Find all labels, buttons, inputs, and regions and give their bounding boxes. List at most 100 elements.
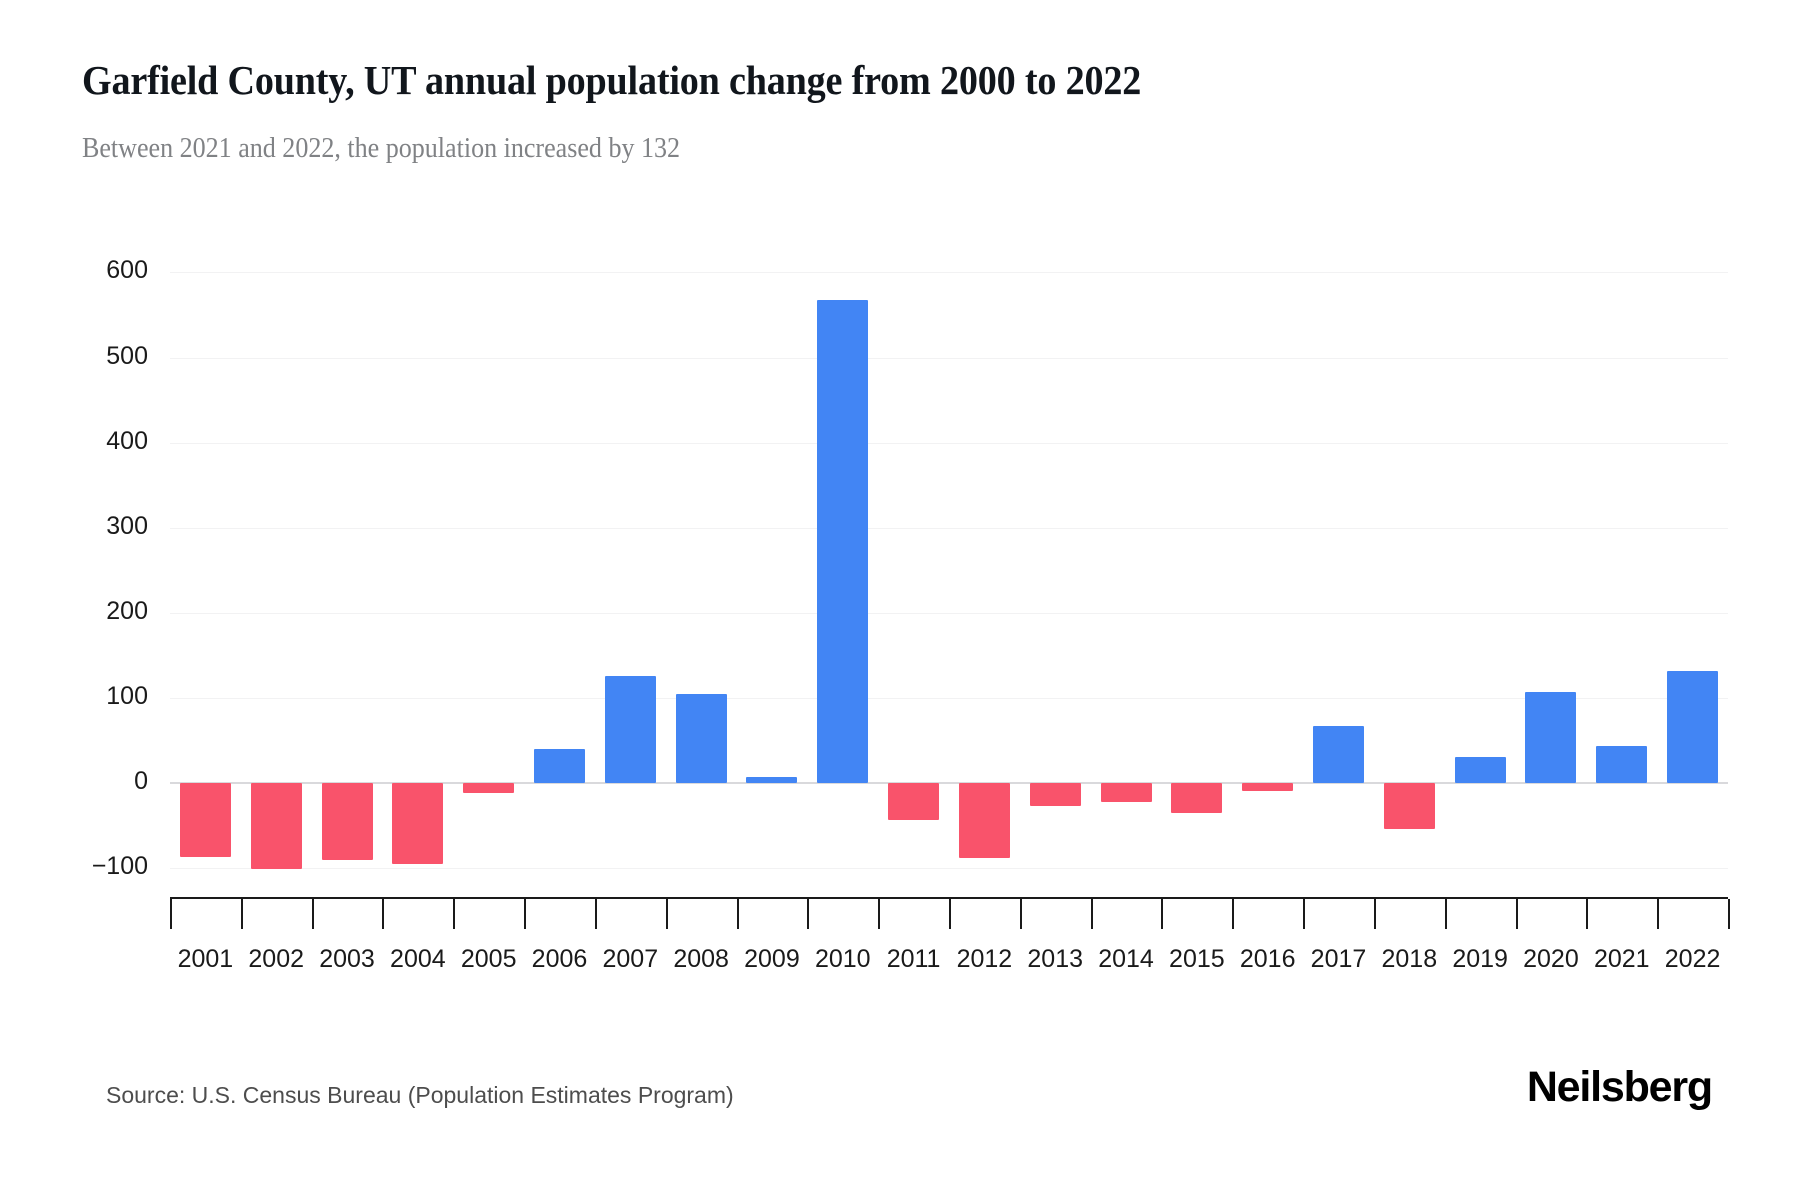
x-axis-tick-label-2022: 2022 [1664,945,1721,973]
bar-slot [737,0,808,1200]
x-axis-tick-label-2005: 2005 [460,945,517,973]
y-axis-tick-label: 500 [106,341,148,370]
bar-2022[interactable] [1667,670,1719,783]
bar-slot [453,0,524,1200]
x-axis-tick-mark [736,899,739,929]
bar-slot [878,0,949,1200]
x-axis-tick-mark [1090,899,1093,929]
bar-2007[interactable] [604,675,656,783]
gridline [170,612,1728,614]
bar-2008[interactable] [675,694,727,783]
x-axis-tick-mark [949,899,951,929]
bar-2013[interactable] [1029,783,1081,806]
x-axis-tick-label-2001: 2001 [177,945,234,973]
bar-2017[interactable] [1312,725,1364,783]
bars-group [170,0,1728,1200]
bar-slot [382,0,453,1200]
bar-slot [1516,0,1587,1200]
x-axis-tick-label-2011: 2011 [886,945,941,973]
x-axis-tick-label-2021: 2021 [1593,945,1650,973]
y-axis-tick-label: 200 [106,596,148,625]
gridline [170,868,1728,870]
y-axis-tick-label: 0 [134,767,148,795]
bar-slot [241,0,312,1200]
bar-2015[interactable] [1171,783,1223,813]
x-axis-tick-label-2010: 2010 [814,945,871,973]
x-axis-tick-label-2014: 2014 [1098,945,1154,973]
x-axis-tick-mark [240,899,243,929]
bar-slot [595,0,666,1200]
x-axis-tick-mark [311,899,314,929]
bar-2002[interactable] [250,783,302,869]
x-axis-tick-label-2012: 2012 [956,945,1013,973]
y-axis-tick-label: 400 [106,426,148,455]
x-axis-tick-mark [453,899,456,929]
x-axis-tick-mark [1657,899,1660,929]
bar-2011[interactable] [888,783,940,821]
bar-slot [1232,0,1303,1200]
gridline [170,357,1728,359]
x-axis-tick-label-2016: 2016 [1239,945,1296,973]
bar-slot [1657,0,1728,1200]
bar-2005[interactable] [463,783,515,794]
bar-2019[interactable] [1454,757,1506,783]
x-axis-tick-label-2015: 2015 [1169,945,1225,973]
x-axis-tick-mark [382,899,385,929]
x-axis-tick-mark [1586,899,1589,929]
x-axis-tick-mark [878,899,881,929]
x-axis-tick-mark [170,899,172,929]
x-axis-tick-label-2007: 2007 [602,945,659,973]
y-axis-tick-label: 100 [106,681,148,710]
bar-2004[interactable] [392,783,444,864]
x-axis-tick-mark [1019,899,1022,929]
page-title: Garfield County, UT annual population ch… [82,57,1142,103]
bar-2018[interactable] [1383,783,1435,829]
x-axis-tick-label-2004: 2004 [390,945,446,973]
x-axis-tick-mark [665,899,668,929]
x-axis-tick-label-2003: 2003 [319,945,375,973]
x-axis-tick-mark [524,899,527,929]
x-axis-tick-mark [1232,899,1235,929]
bar-2021[interactable] [1596,746,1648,783]
bar-2006[interactable] [533,748,585,783]
x-axis-tick-mark [1444,899,1447,929]
chart-subtitle: Between 2021 and 2022, the population in… [82,133,681,164]
x-axis-tick-label-2018: 2018 [1381,945,1438,973]
y-axis-tick-label: −100 [91,852,148,881]
x-axis-line [170,897,1728,899]
bar-2014[interactable] [1100,783,1152,802]
bar-slot [1445,0,1516,1200]
x-axis-tick-mark [1373,899,1376,929]
gridline [170,527,1728,529]
gridline [170,442,1728,444]
bar-2009[interactable] [746,777,798,783]
bar-slot [1586,0,1657,1200]
bar-2003[interactable] [321,783,373,860]
x-axis-tick-label-2013: 2013 [1027,945,1084,973]
bar-slot [312,0,383,1200]
bar-2010[interactable] [817,299,869,783]
bar-slot [1091,0,1162,1200]
x-axis-tick-mark [1728,899,1730,929]
y-axis-tick-label: 600 [106,256,148,285]
bar-2016[interactable] [1242,783,1294,791]
bar-2001[interactable] [179,783,231,858]
bar-2012[interactable] [958,783,1010,858]
bar-slot [949,0,1020,1200]
x-axis-tick-label-2017: 2017 [1310,945,1367,973]
x-axis-tick-label-2019: 2019 [1452,945,1508,973]
x-axis-tick-mark [807,899,810,929]
x-axis-tick-mark [1161,899,1164,929]
gridline [170,272,1728,274]
bar-slot [666,0,737,1200]
x-axis-tick-label-2002: 2002 [248,945,305,973]
x-axis-tick-label-2020: 2020 [1523,945,1579,973]
source-caption: Source: U.S. Census Bureau (Population E… [106,1082,734,1108]
y-axis-tick-label: 300 [106,511,148,540]
bar-2020[interactable] [1525,691,1577,783]
bar-slot [1374,0,1445,1200]
brand-logo: Neilsberg [1526,1063,1713,1111]
x-axis-tick-label-2008: 2008 [673,945,729,973]
